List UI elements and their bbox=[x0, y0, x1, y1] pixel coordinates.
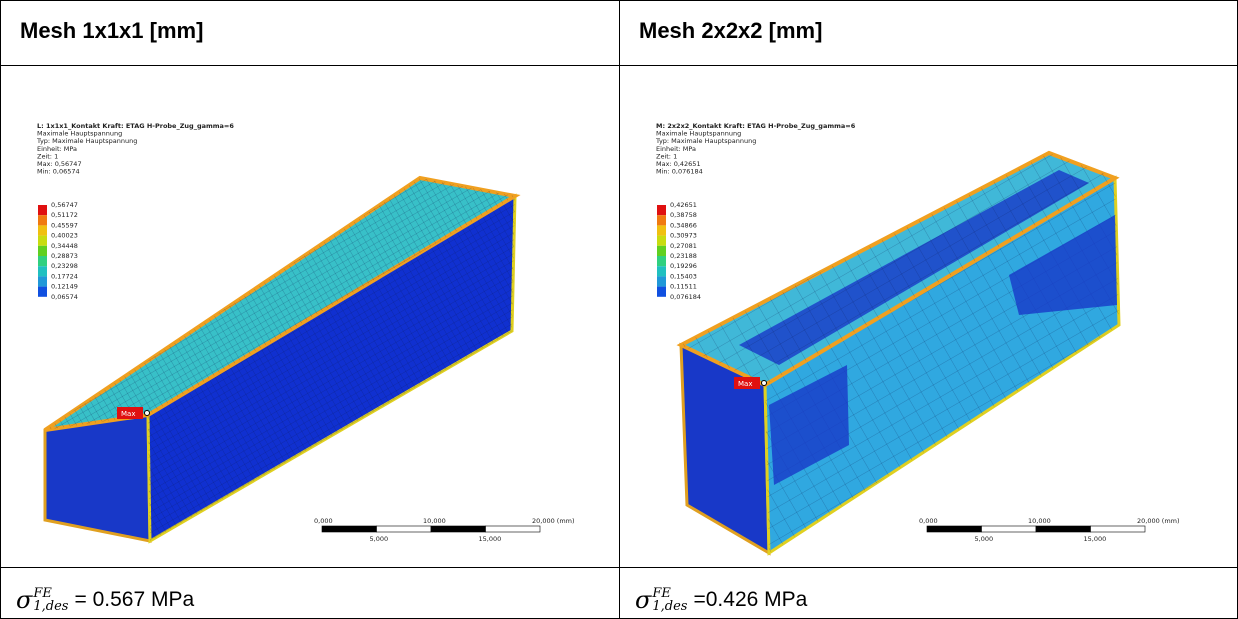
legend-swatch bbox=[38, 276, 47, 286]
scale-segment bbox=[1091, 526, 1146, 532]
scale-segment bbox=[927, 526, 982, 532]
legend-value: 0,27081 bbox=[670, 242, 697, 250]
legend-swatch bbox=[657, 246, 666, 256]
scale-segment bbox=[322, 526, 377, 532]
legend-swatch bbox=[38, 287, 47, 297]
legend-value: 0,15403 bbox=[670, 272, 697, 280]
scale-segment bbox=[486, 526, 541, 532]
scale-label: 20,000 (mm) bbox=[532, 517, 575, 525]
subscript: 1,des bbox=[652, 600, 687, 613]
legend-swatch bbox=[38, 215, 47, 225]
scale-segment bbox=[377, 526, 432, 532]
legend-value: 0,30973 bbox=[670, 232, 697, 240]
scale-label: 20,000 (mm) bbox=[1137, 517, 1180, 525]
fe-image: M: 2x2x2_Kontakt Kraft: ETAG H-Probe_Zug… bbox=[619, 65, 1238, 567]
result-info: Min: 0,06574 bbox=[37, 168, 80, 176]
fe-image: L: 1x1x1_Kontakt Kraft: ETAG H-Probe_Zug… bbox=[0, 65, 619, 567]
border bbox=[619, 0, 620, 619]
legend-value: 0,23298 bbox=[51, 262, 78, 270]
header-cell: Mesh 2x2x2 [mm] bbox=[619, 0, 1238, 65]
legend-value: 0,38758 bbox=[670, 211, 697, 219]
header: Mesh 2x2x2 [mm] bbox=[639, 18, 822, 43]
scale-segment bbox=[982, 526, 1037, 532]
scale-label: 0,000 bbox=[314, 517, 333, 525]
legend-swatch bbox=[38, 256, 47, 266]
legend-value: 0,11511 bbox=[670, 283, 697, 291]
border bbox=[0, 0, 1, 619]
scale-segment bbox=[431, 526, 486, 532]
beam-end-face bbox=[45, 415, 150, 541]
legend-swatch bbox=[38, 266, 47, 276]
legend-swatch bbox=[657, 215, 666, 225]
legend-value: 0,06574 bbox=[51, 293, 78, 301]
formula-value: = 0.567 MPa bbox=[74, 588, 194, 612]
legend-value: 0,19296 bbox=[670, 262, 697, 270]
header-cell: Mesh 1x1x1 [mm] bbox=[0, 0, 619, 65]
legend-swatch bbox=[38, 205, 47, 215]
result-info: Min: 0,076184 bbox=[656, 168, 703, 176]
legend-value: 0,51172 bbox=[51, 211, 78, 219]
symbol: σ bbox=[635, 586, 651, 614]
legend-value: 0,56747 bbox=[51, 201, 78, 209]
legend-value: 0,12149 bbox=[51, 283, 78, 291]
legend-value: 0,23188 bbox=[670, 252, 697, 260]
legend-swatch bbox=[38, 246, 47, 256]
symbol: σ bbox=[16, 586, 32, 614]
legend-swatch bbox=[38, 225, 47, 235]
max-point bbox=[762, 381, 767, 386]
formula-value: =0.426 MPa bbox=[693, 588, 807, 612]
scale-label: 0,000 bbox=[919, 517, 938, 525]
legend-swatch bbox=[657, 276, 666, 286]
legend-swatch bbox=[38, 236, 47, 246]
max-label: Max bbox=[121, 410, 135, 418]
legend-swatch bbox=[657, 205, 666, 215]
scale-label: 10,000 bbox=[1028, 517, 1051, 525]
scale-label: 5,000 bbox=[370, 535, 389, 543]
max-label: Max bbox=[738, 380, 752, 388]
legend-swatch bbox=[657, 256, 666, 266]
legend-value: 0,076184 bbox=[670, 293, 701, 301]
legend-value: 0,45597 bbox=[51, 221, 78, 229]
subscript: 1,des bbox=[33, 600, 68, 613]
legend-value: 0,42651 bbox=[670, 201, 697, 209]
header: Mesh 1x1x1 [mm] bbox=[20, 18, 203, 43]
scale-segment bbox=[1036, 526, 1091, 532]
legend-swatch bbox=[657, 236, 666, 246]
scale-label: 10,000 bbox=[423, 517, 446, 525]
legend-value: 0,40023 bbox=[51, 232, 78, 240]
legend-swatch bbox=[657, 225, 666, 235]
max-point bbox=[145, 411, 150, 416]
page: Mesh 1x1x1 [mm] Mesh 2x2x2 [mm] L: 1x1x1… bbox=[0, 0, 1238, 619]
legend-swatch bbox=[657, 266, 666, 276]
scale-label: 15,000 bbox=[1084, 535, 1107, 543]
legend-value: 0,34448 bbox=[51, 242, 78, 250]
legend-value: 0,34866 bbox=[670, 221, 697, 229]
legend-value: 0,28873 bbox=[51, 252, 78, 260]
scale-label: 5,000 bbox=[975, 535, 994, 543]
legend-swatch bbox=[657, 287, 666, 297]
legend-value: 0,17724 bbox=[51, 272, 78, 280]
scale-label: 15,000 bbox=[479, 535, 502, 543]
